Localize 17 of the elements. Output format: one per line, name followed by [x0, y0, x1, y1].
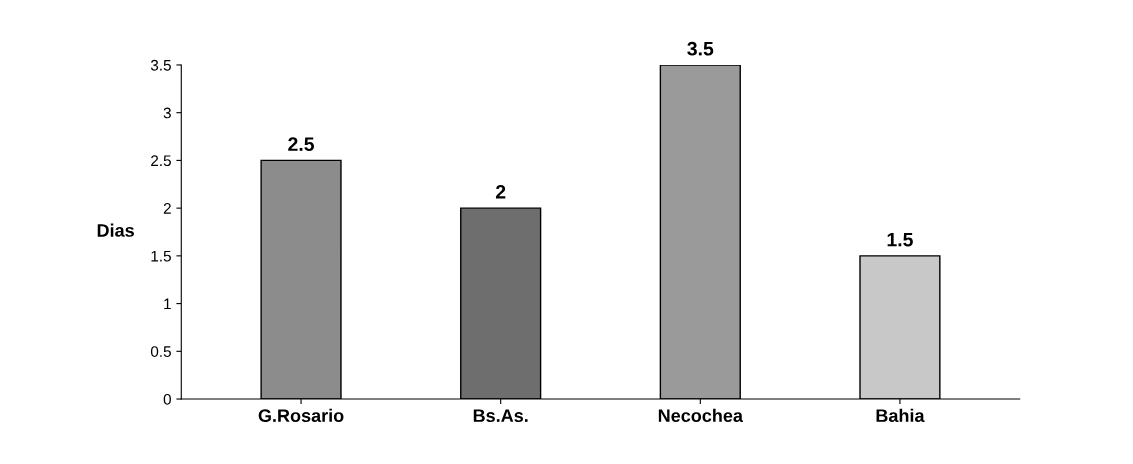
- y-tick-label: 2.5: [151, 155, 171, 167]
- y-tick-label: 2: [163, 203, 171, 214]
- data-label: 2: [495, 184, 506, 199]
- x-tick-label: Bs.As.: [473, 409, 528, 423]
- y-axis-title: Dias: [97, 223, 134, 237]
- y-tick-label: 0: [163, 393, 171, 405]
- data-label: 1.5: [887, 232, 913, 247]
- y-tick-label: 3: [163, 107, 171, 119]
- y-tick-label: 1: [164, 298, 171, 310]
- y-tick-label: 3.5: [150, 59, 171, 71]
- x-tick-label: Bahia: [876, 408, 925, 423]
- y-tick-label: 1.5: [151, 250, 171, 262]
- data-label: 2.5: [288, 137, 315, 152]
- x-tick-label: G.Rosario: [258, 408, 344, 423]
- x-tick-label: Necochea: [658, 408, 744, 423]
- y-tick-label: 0.5: [150, 346, 171, 357]
- data-label: 3.5: [687, 41, 714, 56]
